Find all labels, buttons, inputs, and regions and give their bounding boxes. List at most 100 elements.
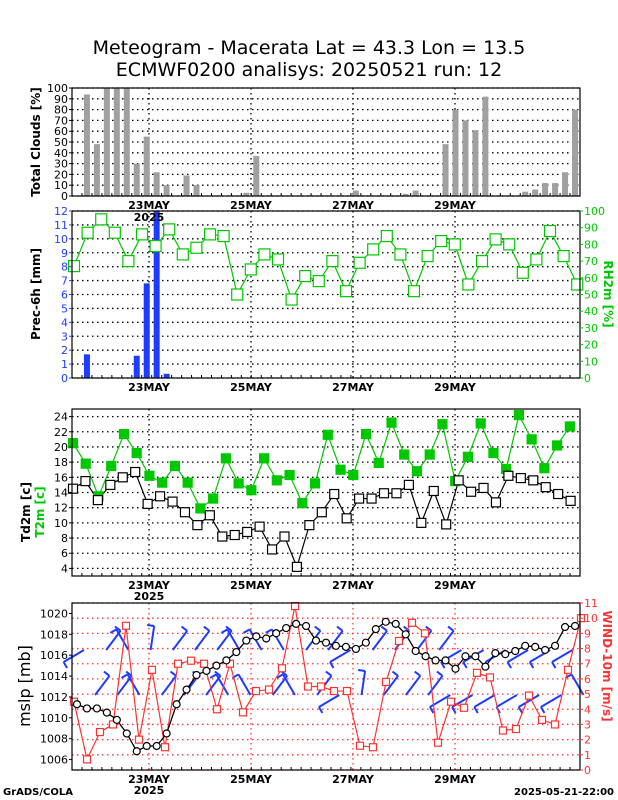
t2m-point	[246, 485, 257, 496]
td2m-point	[416, 517, 427, 528]
cloud-bar	[452, 109, 459, 196]
x-date-label: 25MAY	[230, 381, 273, 394]
cloud-bar	[163, 185, 170, 196]
cloud-bar	[402, 193, 409, 196]
mslp-point	[92, 704, 102, 713]
y-tick-label-right: 90	[584, 222, 598, 235]
precip-bar	[133, 355, 140, 378]
wind-barb-flag	[436, 670, 444, 677]
wind-barb-flag	[528, 661, 535, 669]
wind-point	[173, 659, 183, 668]
wind-barb	[149, 625, 156, 651]
cloud-bar	[153, 172, 160, 196]
wind-barb	[126, 673, 141, 696]
wind-barb-flag	[440, 661, 446, 669]
cloud-bar	[482, 96, 489, 196]
wind-barb	[160, 675, 177, 696]
wind-barb-flag	[203, 625, 210, 632]
mslp-point	[212, 661, 221, 670]
y-tick-label-right: 10	[584, 355, 598, 368]
y-tick-label: 0	[61, 190, 68, 203]
t2m-point	[526, 434, 537, 445]
wind-point	[524, 691, 534, 700]
y-tick-label: 14	[54, 487, 68, 500]
precip-bar	[143, 283, 150, 378]
rh-point	[326, 255, 339, 268]
y-tick-label-right: 11	[584, 597, 598, 610]
td2m-point	[565, 495, 576, 506]
rh-point	[475, 255, 489, 268]
t2m-point	[411, 466, 423, 477]
wind-barb-flag	[425, 625, 432, 632]
cloud-bar	[183, 175, 190, 196]
mslp-point	[521, 641, 530, 650]
rh-point	[489, 233, 502, 246]
cloud-bar	[552, 183, 559, 196]
x-year-label: 2025	[134, 784, 165, 797]
wind-barb	[94, 675, 111, 696]
rh-point	[67, 260, 81, 273]
td2m-point	[92, 494, 103, 506]
td2m-point	[254, 521, 265, 532]
t2m-point	[157, 477, 168, 488]
wind-barb	[495, 694, 518, 708]
wind-barb-flag	[243, 628, 251, 634]
td2m-point	[465, 486, 477, 497]
td2m-point	[179, 507, 191, 518]
wind-point	[381, 677, 391, 687]
y-tick-label: 20	[54, 441, 68, 454]
td2m-point	[316, 507, 327, 518]
y-tick-label-right: 30	[584, 322, 598, 335]
td2m-point	[80, 476, 91, 487]
wind-point	[251, 686, 261, 696]
t2m-point	[462, 451, 474, 462]
y-tick-label: 12	[54, 205, 68, 218]
t2m-point	[360, 428, 372, 440]
wind-line	[73, 605, 582, 762]
y-tick-label: 70	[54, 114, 68, 127]
footer-left-label: GrADS/COLA	[3, 787, 73, 798]
td2m-point	[130, 466, 141, 478]
mslp-point	[421, 652, 430, 661]
t2m-point	[386, 417, 397, 428]
rh-point	[203, 228, 217, 241]
td2m-point	[192, 520, 203, 531]
y-tick-label: 7	[61, 275, 68, 288]
mslp-point	[172, 700, 181, 709]
cloud-bar	[522, 191, 529, 196]
td2m-point	[229, 529, 240, 541]
y-tick-label: 18	[54, 456, 68, 469]
rh-point	[462, 278, 475, 291]
rh-point	[163, 223, 176, 236]
y-tick-label: 10	[54, 179, 68, 192]
y-tick-label-right: 10	[584, 612, 598, 625]
t2m-point	[80, 458, 91, 469]
t2m-point	[144, 470, 155, 481]
wind-barb-flag	[380, 625, 388, 632]
precip-bar	[83, 354, 90, 378]
wind-barb-flag	[220, 628, 228, 634]
wind-point	[563, 665, 573, 674]
wind-barb	[551, 649, 573, 663]
y-tick-label: 12	[54, 502, 68, 515]
wind-barb-flag	[325, 670, 333, 677]
y-tick-label: 50	[54, 136, 68, 149]
wind-point	[134, 735, 144, 744]
mslp-point	[491, 648, 500, 658]
t2m-point	[488, 447, 499, 459]
wind-point	[160, 743, 170, 752]
panel-frame	[71, 602, 581, 771]
t2m-point	[195, 503, 206, 514]
rh-point	[448, 238, 461, 251]
rh-point	[394, 248, 407, 261]
y-tick-label: 1008	[40, 733, 68, 746]
wind-barb-flag	[276, 673, 284, 679]
cloud-bar	[83, 94, 90, 196]
y-tick-label: 8	[61, 532, 68, 545]
wind-barb-flag	[447, 625, 455, 632]
t2m-point	[539, 463, 550, 474]
rh-point	[407, 285, 421, 298]
mslp-point	[202, 666, 211, 675]
mslp-point	[471, 652, 480, 661]
